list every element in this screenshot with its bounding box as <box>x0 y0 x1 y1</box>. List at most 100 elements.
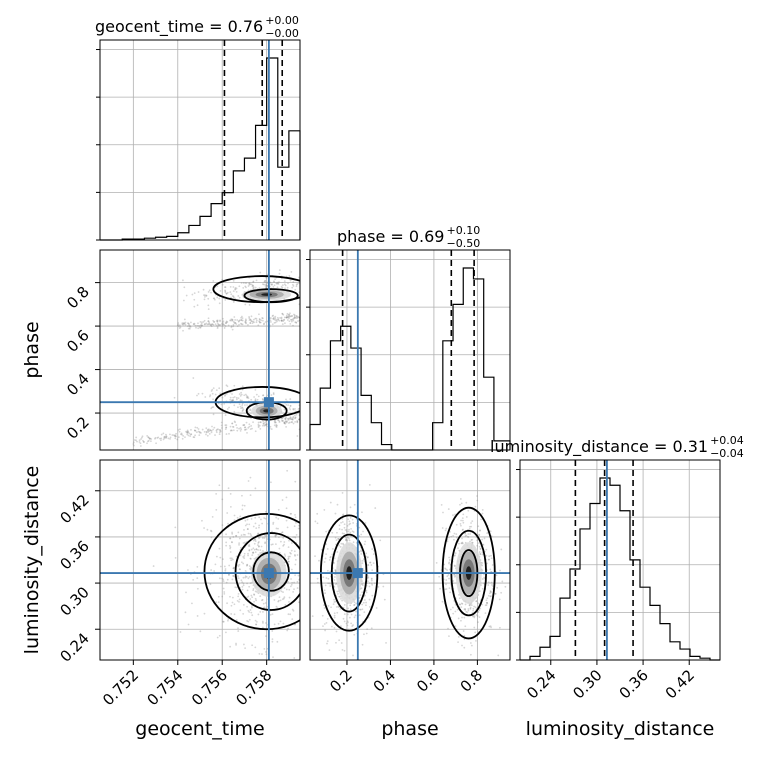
sample-point <box>292 536 295 539</box>
x-tick-label-geocent_time: 0.758 <box>232 666 275 709</box>
sample-point <box>241 407 244 410</box>
sample-point <box>226 602 228 605</box>
sample-point <box>275 282 278 285</box>
sample-point <box>191 602 193 605</box>
sample-point <box>148 437 151 440</box>
sample-point <box>273 281 276 284</box>
sample-point <box>263 322 266 325</box>
sample-point <box>237 295 240 297</box>
sample-point <box>464 532 467 535</box>
sample-point <box>223 591 226 593</box>
sample-point <box>154 436 157 439</box>
sample-point <box>204 396 207 398</box>
sample-point <box>336 611 339 614</box>
sample-point <box>301 403 303 405</box>
sample-point <box>285 416 288 419</box>
sample-point <box>328 558 331 561</box>
sample-point <box>322 529 324 531</box>
sample-point <box>203 612 206 615</box>
sample-point <box>324 584 327 587</box>
sample-point <box>287 422 290 424</box>
sample-point <box>293 317 296 319</box>
sample-point <box>255 317 258 320</box>
sample-point <box>289 613 292 616</box>
sample-point <box>244 524 247 527</box>
sample-point <box>238 542 241 545</box>
sample-point <box>327 604 330 607</box>
sample-point <box>327 582 330 585</box>
sample-point <box>287 555 290 558</box>
sample-point <box>284 284 287 287</box>
sample-point <box>197 327 200 330</box>
sample-point <box>254 388 257 391</box>
sample-point <box>249 557 252 560</box>
sample-point <box>246 605 248 608</box>
sample-point <box>473 616 476 619</box>
sample-point <box>353 616 356 619</box>
sample-point <box>233 404 236 407</box>
sample-point <box>257 532 259 535</box>
sample-point <box>285 316 288 319</box>
sample-point <box>187 322 190 325</box>
sample-point <box>210 530 213 533</box>
sample-point <box>274 535 277 538</box>
sample-point <box>297 527 300 530</box>
sample-point <box>347 530 350 533</box>
sample-point <box>490 581 493 584</box>
sample-point <box>135 439 137 442</box>
sample-point <box>290 418 293 421</box>
sample-point <box>254 646 257 649</box>
sample-point <box>231 399 233 401</box>
sample-point <box>261 317 264 320</box>
sample-point <box>264 321 267 323</box>
sample-point <box>367 564 370 567</box>
sample-point <box>249 567 252 570</box>
sample-point <box>286 315 289 318</box>
sample-point <box>275 527 278 530</box>
sample-point <box>258 318 261 320</box>
sample-point <box>224 414 227 417</box>
sample-point <box>192 323 195 325</box>
sample-point <box>281 531 283 534</box>
sample-point <box>218 484 221 487</box>
sample-point <box>364 540 367 543</box>
sample-point <box>280 316 283 319</box>
sample-point <box>464 608 467 610</box>
sample-point <box>261 537 264 539</box>
sample-point <box>495 574 498 577</box>
sample-point <box>455 523 458 526</box>
sample-point <box>280 319 283 322</box>
sample-point <box>212 413 215 416</box>
sample-point <box>249 557 252 560</box>
sample-point <box>359 608 362 611</box>
sample-point <box>287 417 290 420</box>
sample-point <box>301 613 303 615</box>
sample-point <box>224 322 227 324</box>
sample-point <box>458 597 461 600</box>
sample-point <box>228 432 230 435</box>
sample-point <box>207 323 210 326</box>
sample-point <box>284 422 287 425</box>
sample-point <box>361 603 364 606</box>
sample-point <box>255 321 258 324</box>
sample-point <box>255 548 258 550</box>
y-axis-label-luminosity_distance: luminosity_distance <box>21 466 43 655</box>
sample-point <box>231 319 234 322</box>
sample-point <box>460 602 463 605</box>
sample-point <box>361 583 364 585</box>
contour-inner <box>252 551 290 592</box>
sample-point <box>311 281 313 283</box>
sample-point <box>334 669 336 671</box>
sample-point <box>218 431 221 434</box>
sample-point <box>252 286 255 289</box>
sample-point <box>270 394 273 396</box>
sample-point <box>229 557 232 560</box>
sample-point <box>294 536 296 538</box>
sample-point <box>221 577 223 580</box>
sample-point <box>358 596 361 599</box>
sample-point <box>477 525 480 528</box>
sample-point <box>254 538 256 541</box>
sample-point <box>283 318 286 321</box>
sample-point <box>343 649 346 652</box>
sample-point <box>234 319 237 321</box>
